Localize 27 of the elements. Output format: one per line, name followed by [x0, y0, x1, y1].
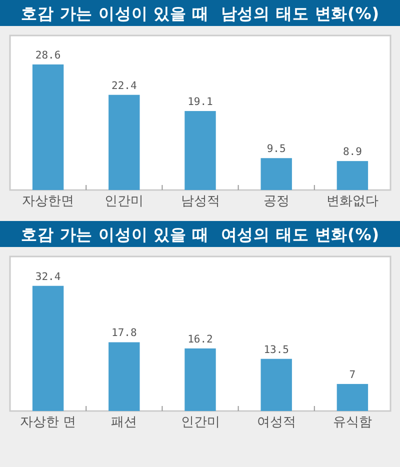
- data-label: 19.1: [188, 96, 213, 108]
- data-label: 13.5: [264, 344, 289, 356]
- x-tick-label: 인간미: [180, 415, 220, 430]
- x-tick-label: 자상한 면: [20, 415, 76, 430]
- bar: [336, 384, 368, 411]
- chart-title: 호감 가는 이성이 있을 때 여성의 태도 변화(%): [21, 225, 379, 244]
- bar: [260, 358, 292, 411]
- data-label: 22.4: [112, 80, 137, 92]
- x-tick-label: 자상한면: [22, 194, 74, 209]
- data-label: 7: [349, 368, 356, 381]
- data-label: 9.5: [266, 143, 286, 156]
- data-label: 32.4: [35, 270, 61, 283]
- x-tick-label: 인간미: [104, 194, 144, 209]
- data-label: 17.8: [112, 327, 137, 340]
- data-label: 8.9: [342, 146, 362, 158]
- data-label: 28.6: [35, 49, 61, 62]
- x-tick-label: 변화없다: [326, 194, 378, 209]
- bar: [184, 348, 216, 411]
- x-tick-label: 패션: [111, 415, 138, 430]
- x-tick-label: 유식함: [332, 415, 372, 430]
- bar: [108, 342, 140, 411]
- bar: [32, 286, 64, 411]
- x-tick-label: 공정: [263, 194, 290, 209]
- x-tick-label: 여성적: [256, 415, 296, 430]
- data-label: 16.2: [188, 333, 213, 346]
- chart-title: 호감 가는 이성이 있을 때 남성의 태도 변화(%): [21, 4, 379, 23]
- x-tick-label: 남성적: [180, 194, 220, 209]
